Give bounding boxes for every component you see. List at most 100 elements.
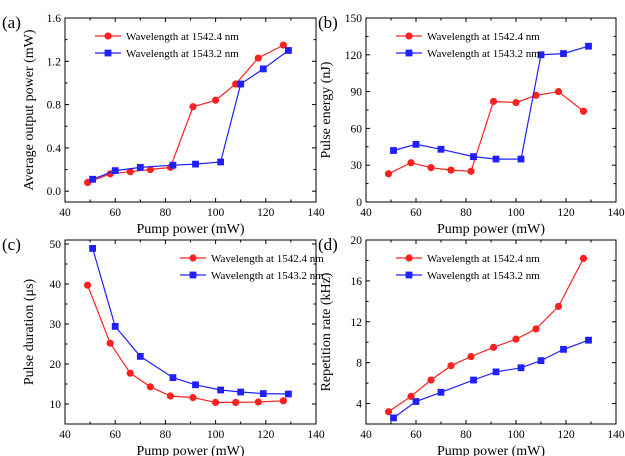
y-tick-label: 0	[356, 197, 362, 209]
data-point	[512, 99, 520, 107]
y-tick-label: 0.4	[47, 143, 62, 155]
data-point	[537, 51, 545, 59]
data-point	[437, 145, 445, 153]
x-tick-label: 140	[307, 207, 325, 219]
panel-label: (c)	[2, 235, 21, 254]
data-point	[517, 364, 525, 372]
y-tick-label: 0.8	[47, 100, 62, 112]
legend-entry: Wavelength at 1543.2 nm	[126, 48, 239, 60]
data-point	[427, 164, 435, 172]
data-point	[83, 281, 92, 289]
legend-marker-2	[405, 271, 413, 279]
data-point	[192, 160, 199, 168]
x-tick-label: 60	[109, 429, 121, 441]
x-tick-label: 80	[160, 429, 172, 441]
data-point	[585, 42, 592, 50]
data-point	[412, 398, 420, 405]
data-point	[284, 47, 292, 54]
x-tick-label: 120	[557, 429, 575, 441]
data-point	[106, 339, 114, 347]
data-point	[585, 336, 592, 344]
data-point	[111, 323, 119, 330]
data-point	[447, 362, 455, 370]
series-line-1	[388, 90, 584, 175]
axes-frame	[64, 17, 317, 203]
y-tick-label: 30	[50, 319, 62, 331]
legend-entry: Wavelength at 1542.4 nm	[211, 253, 324, 265]
data-point	[166, 392, 175, 400]
data-point	[537, 357, 545, 365]
x-tick-label: 120	[257, 207, 275, 219]
data-point	[390, 147, 397, 154]
legend-entry: Wavelength at 1543.2 nm	[427, 48, 540, 60]
legend-entry: Wavelength at 1542.4 nm	[427, 31, 540, 43]
x-tick-label: 140	[307, 429, 325, 441]
data-point	[212, 398, 220, 406]
data-point	[146, 383, 154, 391]
data-point	[384, 170, 393, 178]
series-line-2	[393, 339, 589, 419]
x-tick-label: 120	[257, 429, 275, 441]
y-tick-label: 10	[50, 399, 62, 411]
x-tick-label: 140	[607, 429, 625, 441]
y-axis-label: Repetition rate (kHz)	[319, 272, 334, 391]
data-point	[189, 394, 197, 402]
y-axis-label: Pulse duration (μs)	[22, 279, 37, 386]
data-point	[427, 376, 435, 384]
legend-entry: Wavelength at 1542.4 nm	[126, 31, 239, 43]
x-tick-label: 60	[109, 207, 121, 219]
legend-marker-2	[104, 49, 112, 57]
data-point	[579, 107, 588, 115]
x-axis-label: Pump power (mW)	[437, 222, 545, 237]
x-axis-label: Pump power (mW)	[437, 444, 545, 456]
data-point	[136, 163, 144, 171]
data-point	[470, 153, 477, 161]
data-point	[492, 155, 500, 163]
panel-label: (b)	[318, 13, 338, 32]
x-tick-label: 140	[607, 207, 625, 219]
y-tick-label: 4	[356, 399, 362, 411]
y-tick-label: 1.6	[47, 13, 62, 25]
data-point	[189, 103, 197, 111]
data-point	[259, 390, 267, 397]
y-tick-label: 12	[351, 317, 363, 329]
data-point	[237, 388, 245, 396]
y-axis-label: Pulse energy (nJ)	[319, 61, 334, 158]
legend-marker-2	[405, 49, 413, 57]
panel-1: 40 60 80 100 120 140 0.0 0.4 0.8 1.2 1.6 Pump power…	[2, 13, 325, 237]
data-point	[111, 167, 119, 175]
y-tick-label: 50	[50, 239, 62, 251]
y-tick-label: 150	[345, 13, 363, 25]
legend-marker-1	[405, 32, 413, 40]
data-point	[136, 353, 144, 360]
panel-label: (d)	[318, 235, 338, 254]
data-point	[232, 398, 240, 406]
data-point	[470, 376, 477, 384]
x-tick-label: 80	[460, 429, 472, 441]
y-tick-label: 60	[351, 123, 363, 135]
y-tick-label: 40	[50, 279, 62, 291]
x-tick-label: 60	[410, 207, 422, 219]
x-tick-label: 100	[507, 207, 525, 219]
data-point	[217, 158, 225, 166]
data-point	[560, 50, 567, 57]
legend-entry: Wavelength at 1543.2 nm	[427, 270, 540, 282]
data-point	[169, 374, 177, 381]
y-tick-label: 90	[351, 87, 363, 99]
data-point	[212, 96, 220, 104]
y-tick-label: 0.0	[47, 186, 62, 198]
y-tick-label: 16	[351, 276, 363, 288]
x-tick-label: 40	[59, 429, 71, 441]
series-line-1	[87, 44, 284, 184]
data-point	[279, 41, 287, 49]
data-point	[279, 397, 287, 405]
y-tick-label: 1.2	[47, 56, 62, 68]
y-tick-label: 120	[345, 50, 363, 62]
data-point	[217, 386, 225, 394]
x-tick-label: 80	[460, 207, 472, 219]
data-point	[384, 408, 393, 416]
x-tick-label: 40	[59, 207, 71, 219]
data-point	[254, 398, 262, 406]
data-point	[89, 245, 97, 252]
legend-marker-1	[189, 254, 197, 262]
